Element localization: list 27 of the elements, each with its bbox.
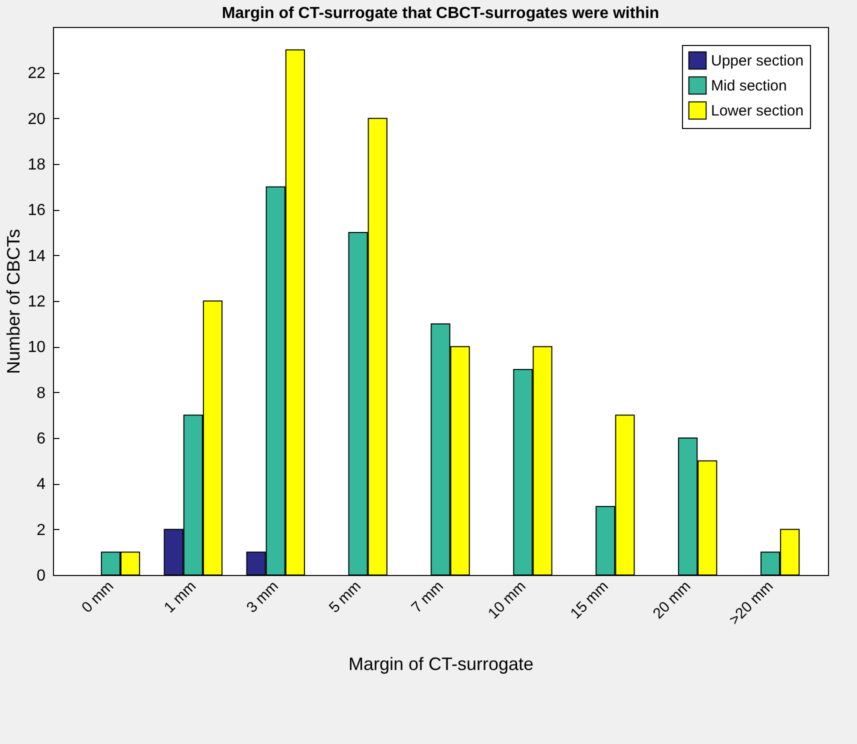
x-tick-label: 15 mm xyxy=(567,578,612,622)
x-tick-label: 5 mm xyxy=(326,578,364,616)
y-tick-label: 8 xyxy=(36,384,46,402)
y-tick-label: 22 xyxy=(28,65,46,82)
y-tick-label: 16 xyxy=(28,202,46,220)
y-tick-label: 14 xyxy=(28,248,46,265)
y-tick-label: 12 xyxy=(28,294,46,310)
legend-label: Mid section xyxy=(711,78,787,94)
y-tick-label: 4 xyxy=(36,476,46,494)
legend-label: Lower section xyxy=(711,102,804,120)
y-axis-title: Number of CBCTs xyxy=(4,228,24,374)
x-tick-label: 0 mm xyxy=(78,578,118,616)
y-tick-label: 18 xyxy=(28,156,46,174)
y-tick-label: 0 xyxy=(36,568,46,584)
x-tick-label: 3 mm xyxy=(243,578,282,616)
legend-label: Upper section xyxy=(711,52,804,70)
y-tick-label: 20 xyxy=(28,110,46,128)
x-tick-label: 10 mm xyxy=(484,578,530,622)
x-axis-title: Margin of CT-surrogate xyxy=(348,654,534,674)
y-tick-label: 2 xyxy=(36,522,46,539)
y-tick-label: 6 xyxy=(36,430,46,448)
x-tick-label: 7 mm xyxy=(408,578,447,616)
y-tick-label: 10 xyxy=(28,339,46,356)
x-tick-label: 20 mm xyxy=(650,578,694,622)
x-tick-label: >20 mm xyxy=(726,578,777,628)
chart-title: Margin of CT-surrogate that CBCT-surrogates were within xyxy=(222,5,660,22)
x-tick-label: 1 mm xyxy=(160,578,200,616)
